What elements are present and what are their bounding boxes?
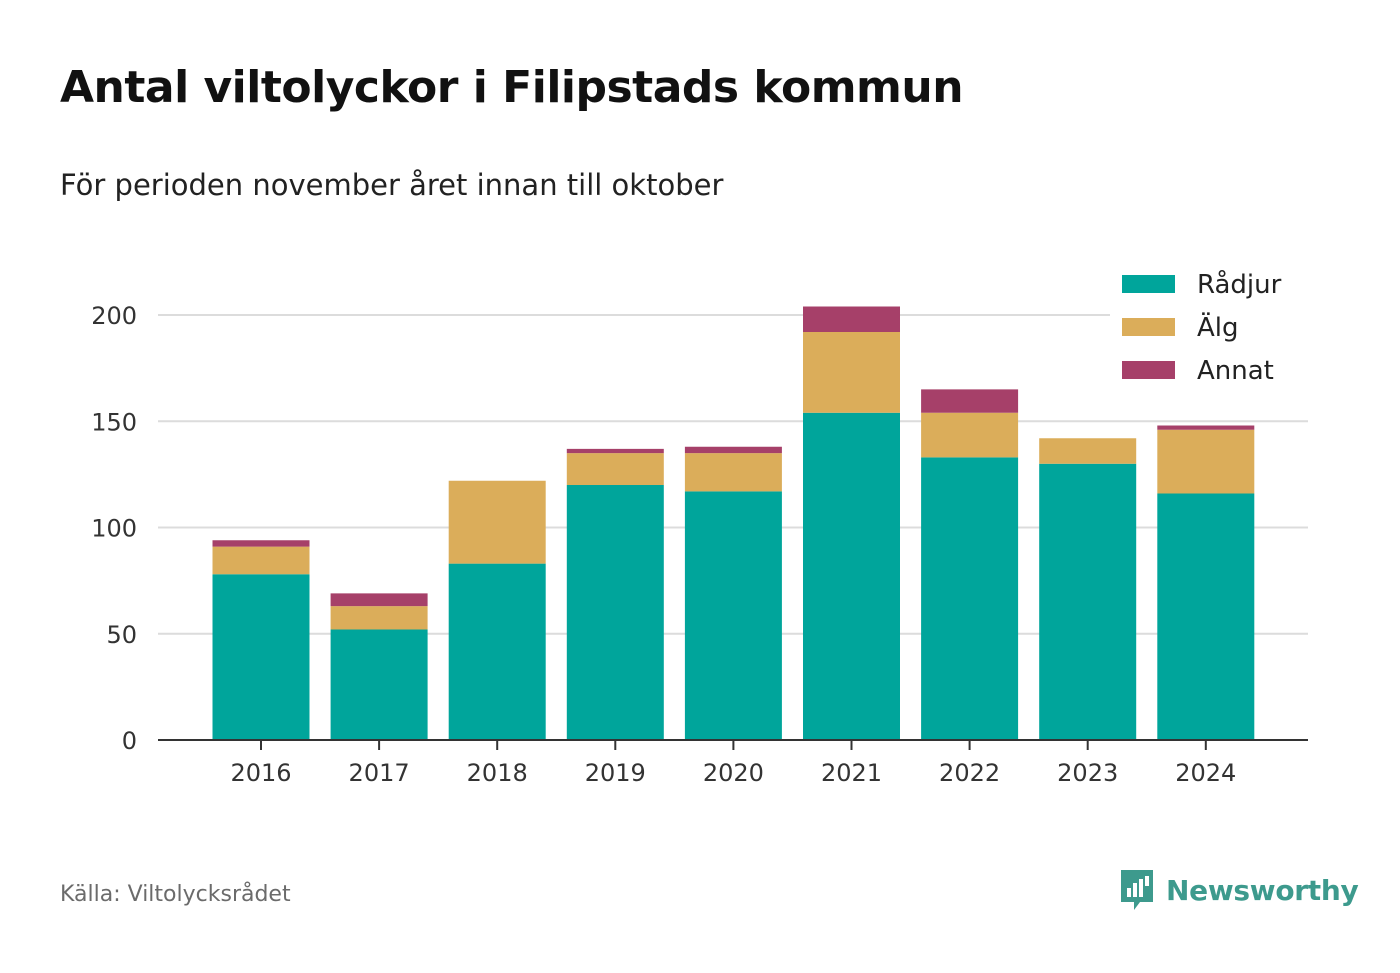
bar-segment xyxy=(330,593,428,607)
y-axis-ticks: 0 50 100 150 200 xyxy=(91,302,137,755)
bar-segment xyxy=(330,606,428,630)
bar-segment xyxy=(1039,438,1137,464)
bar-segment xyxy=(566,448,664,454)
legend-swatch xyxy=(1122,275,1175,293)
bar-segment xyxy=(448,480,546,564)
x-tick-label: 2017 xyxy=(349,759,410,787)
source-note: Källa: Viltolycksrådet xyxy=(60,882,291,907)
x-tick-label: 2024 xyxy=(1175,759,1236,787)
x-tick-label: 2016 xyxy=(230,759,291,787)
bar-segment xyxy=(1157,425,1255,430)
brand-logo[interactable]: Newsworthy xyxy=(1118,868,1359,912)
x-tick-label: 2021 xyxy=(821,759,882,787)
bars xyxy=(212,306,1255,740)
bar-segment xyxy=(803,332,900,413)
bar-segment xyxy=(212,546,310,575)
x-tick-label: 2018 xyxy=(467,759,528,787)
bar-segment xyxy=(921,457,1019,740)
bar-segment xyxy=(921,389,1019,413)
bar-segment xyxy=(330,629,428,740)
legend-label: Rådjur xyxy=(1197,269,1282,300)
bar-segment xyxy=(448,563,546,740)
bar-segment xyxy=(1157,429,1255,494)
chart-subtitle: För perioden november året innan till ok… xyxy=(60,168,724,202)
legend: Rådjur Älg Annat xyxy=(1110,262,1308,390)
brand-name: Newsworthy xyxy=(1166,873,1359,907)
y-tick-label: 50 xyxy=(106,621,137,649)
bar-segment xyxy=(684,491,782,740)
bar-segment xyxy=(1039,463,1137,740)
bar-segment xyxy=(1157,493,1255,740)
bar-segment xyxy=(684,453,782,492)
legend-label: Annat xyxy=(1197,356,1274,386)
x-tick-label: 2020 xyxy=(703,759,764,787)
legend-swatch xyxy=(1122,318,1175,336)
bar-segment xyxy=(212,574,310,740)
legend-label: Älg xyxy=(1197,311,1239,343)
legend-swatch xyxy=(1122,361,1175,379)
x-tick-label: 2022 xyxy=(939,759,1000,787)
bar-segment xyxy=(212,540,310,547)
y-tick-label: 100 xyxy=(91,515,137,543)
y-tick-label: 200 xyxy=(91,302,137,330)
y-tick-label: 0 xyxy=(122,727,137,755)
x-tick-label: 2019 xyxy=(585,759,646,787)
x-tick-label: 2023 xyxy=(1057,759,1118,787)
bar-segment xyxy=(921,412,1019,458)
bar-segment xyxy=(566,485,664,740)
bar-segment xyxy=(803,306,900,332)
bar-segment xyxy=(684,446,782,454)
x-axis-ticks: 2016 2017 2018 2019 2020 2021 2022 2023 2024 xyxy=(230,740,1236,787)
bar-segment xyxy=(803,412,900,740)
chart-title: Antal viltolyckor i Filipstads kommun xyxy=(60,62,964,113)
y-tick-label: 150 xyxy=(91,408,137,436)
bar-segment xyxy=(566,453,664,485)
newsworthy-logo-icon xyxy=(1121,870,1153,910)
